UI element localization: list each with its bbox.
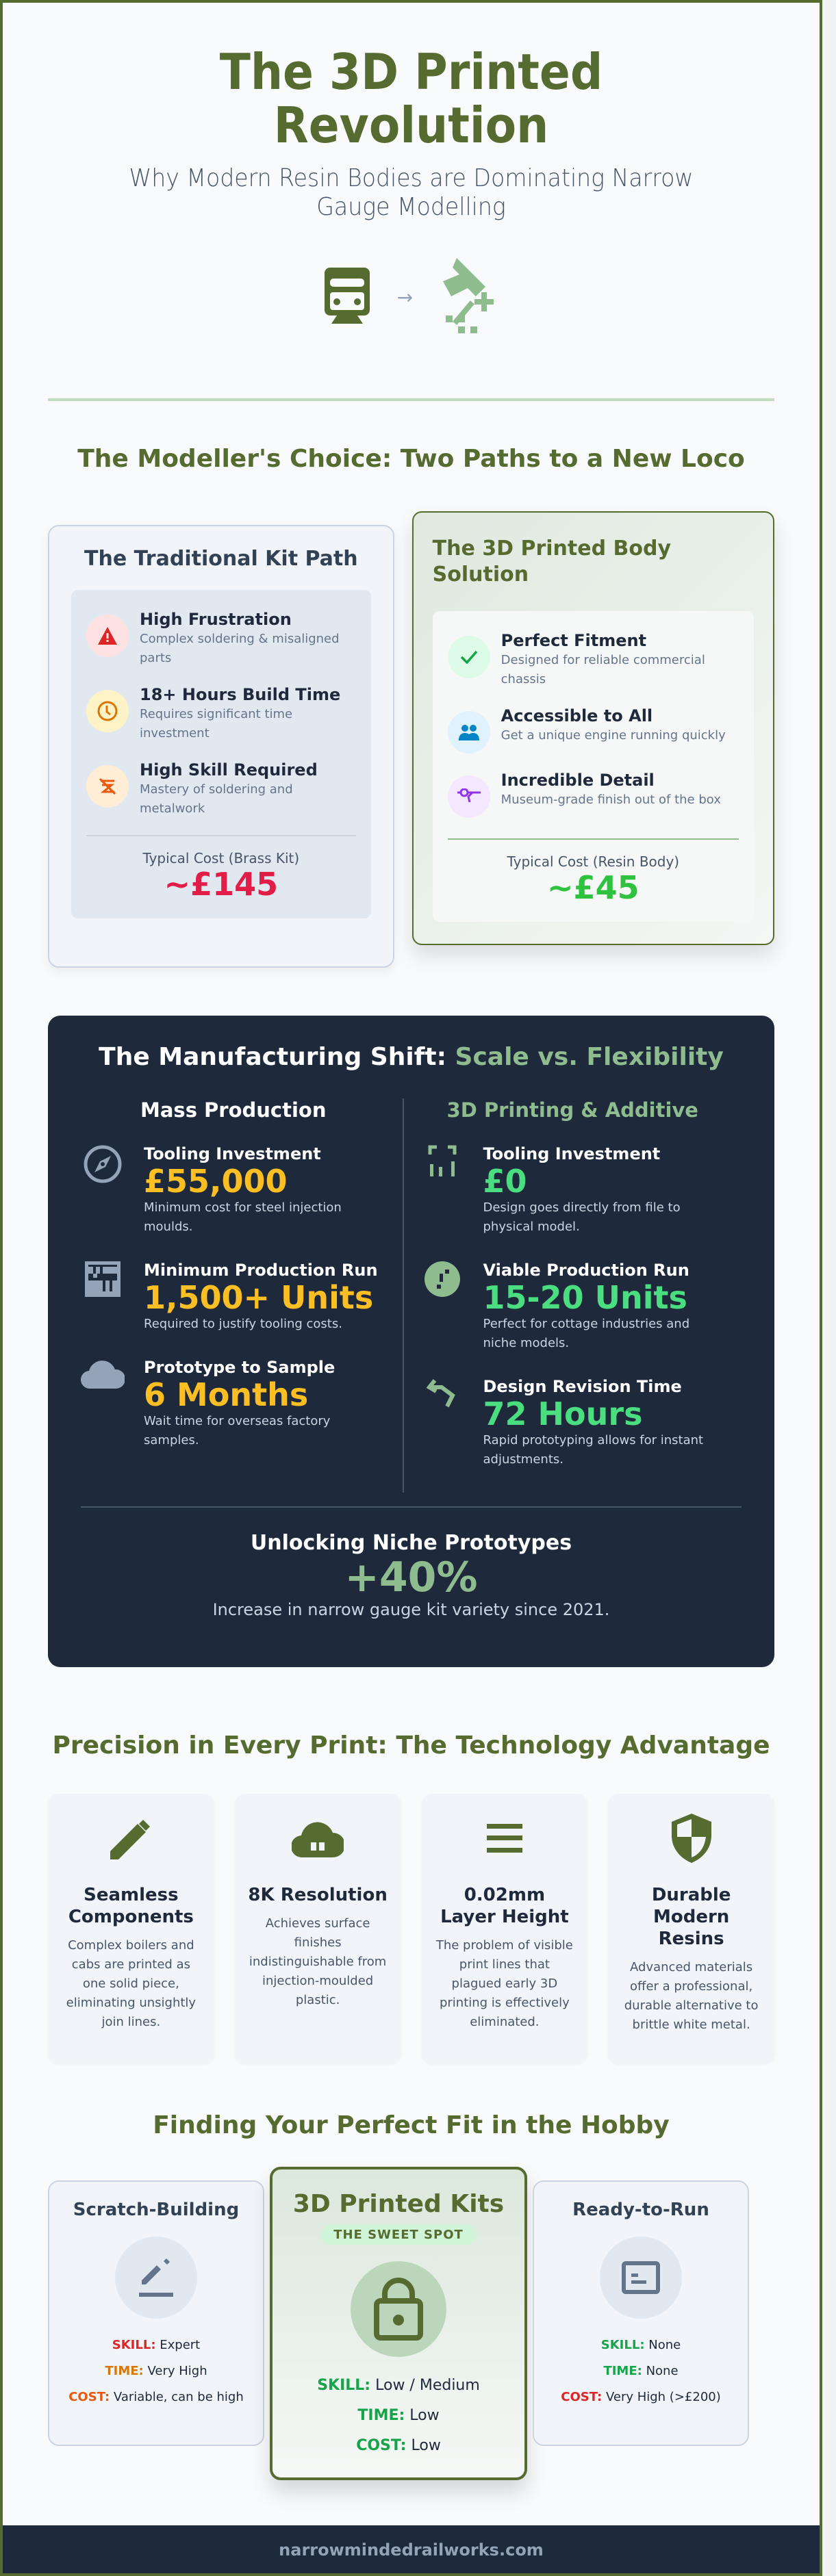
compass-icon — [81, 1144, 125, 1237]
sweet-spot-badge: THE SWEET SPOT — [321, 2225, 476, 2245]
manufacturing-section: The Manufacturing Shift: Scale vs. Flexi… — [48, 1016, 774, 1667]
feature-item: Accessible to All Get a unique engine run… — [447, 706, 739, 754]
site-footer: narrowmindedrailworks.com — [3, 2525, 820, 2573]
shield-icon — [620, 1814, 762, 1863]
stat-item: Design Revision Time 72 Hours Rapid protot… — [420, 1376, 726, 1469]
section-title: Precision in Every Print: The Technology… — [52, 1731, 770, 1760]
fit-card-ready-to-run: Ready-to-Run SKILL: None TIME: None COST… — [533, 2180, 749, 2446]
detail-icon — [447, 775, 490, 818]
hero-header: The 3D Printed Revolution Why Modern Res… — [48, 3, 774, 401]
warning-icon — [86, 615, 129, 657]
edit-icon — [115, 2237, 197, 2319]
stat-item: Viable Production Run 15-20 Units Perfect … — [420, 1260, 726, 1353]
footer-site-link[interactable]: narrowmindedrailworks.com — [279, 2540, 544, 2560]
cloud-pause-icon — [247, 1814, 389, 1862]
fit-section: Finding Your Perfect Fit in the Hobby Sc… — [48, 2111, 774, 2480]
tech-card: 0.02mm Layer Height The problem of visib… — [421, 1794, 588, 2063]
page-subtitle: Why Modern Resin Bodies are Dominating N… — [129, 164, 694, 221]
cloud-icon — [81, 1357, 125, 1450]
cost-value: ~£45 — [547, 869, 639, 906]
stat-item: Tooling Investment £0 Design goes directly… — [420, 1144, 726, 1237]
box-icon — [600, 2237, 682, 2319]
arrow-right-icon: → — [396, 285, 414, 309]
scan-icon — [420, 1144, 464, 1237]
section-title: The Manufacturing Shift: Scale vs. Flexi… — [99, 1043, 724, 1071]
skill-off-icon — [86, 765, 129, 808]
card-title: The 3D Printed Body Solution — [432, 537, 672, 587]
traditional-kit-card: The Traditional Kit Path High Frustratio… — [48, 525, 394, 968]
print-wand-icon — [440, 258, 498, 336]
layers-icon — [434, 1814, 576, 1862]
card-title: The Traditional Kit Path — [84, 547, 358, 571]
tech-card: Durable Modern Resins Advanced materials… — [608, 1794, 774, 2063]
page-title: The 3D Printed Revolution — [219, 43, 603, 154]
factory-icon — [81, 1260, 125, 1334]
cost-block: Typical Cost (Resin Body) ~£45 — [447, 838, 739, 906]
stat-item: Prototype to Sample 6 Months Wait time for… — [81, 1357, 386, 1450]
summary-stat: Unlocking Niche Prototypes +40% Increase… — [81, 1506, 742, 1619]
stat-item: Minimum Production Run 1,500+ Units Requir… — [81, 1260, 386, 1334]
feature-item: 18+ Hours Build Time Requires significant… — [86, 684, 356, 743]
lock-icon — [351, 2261, 446, 2357]
section-title: Finding Your Perfect Fit in the Hobby — [153, 2111, 670, 2139]
fit-card-3d-printed-kits: 3D Printed Kits THE SWEET SPOT SKILL: Lo… — [270, 2167, 527, 2480]
choice-section: The Modeller's Choice: Two Paths to a Ne… — [48, 445, 774, 968]
tech-card: 8K Resolution Achieves surface finishes … — [234, 1794, 401, 2063]
mass-production-column: Mass Production Tooling Investment £55,00… — [81, 1098, 404, 1493]
feature-item: Incredible Detail Museum-grade finish out… — [447, 770, 739, 818]
technology-section: Precision in Every Print: The Technology… — [48, 1731, 774, 2063]
cost-block: Typical Cost (Brass Kit) ~£145 — [86, 835, 356, 902]
stat-item: Tooling Investment £55,000 Minimum cost fo… — [81, 1144, 386, 1237]
section-title: The Modeller's Choice: Two Paths to a Ne… — [77, 445, 745, 473]
additive-column: 3D Printing & Additive Tooling Investmen… — [404, 1098, 742, 1493]
feature-item: Perfect Fitment Designed for reliable com… — [447, 630, 739, 689]
divider — [48, 398, 774, 401]
fit-card-scratch-building: Scratch-Building SKILL: Expert TIME: Ver… — [48, 2180, 264, 2446]
cost-value: ~£145 — [164, 866, 279, 903]
revision-icon — [420, 1376, 464, 1469]
hero-icon-row: → — [48, 256, 774, 338]
feature-item: High Skill Required Mastery of soldering … — [86, 760, 356, 819]
tech-card: Seamless Components Complex boilers and … — [48, 1794, 214, 2063]
feature-item: High Frustration Complex soldering & misa… — [86, 609, 356, 668]
users-icon — [447, 711, 490, 754]
pencil-icon — [60, 1814, 202, 1862]
check-icon — [447, 636, 490, 678]
cookie-icon — [420, 1260, 464, 1353]
clock-icon — [86, 690, 129, 732]
train-icon — [324, 268, 370, 326]
printed-body-card: The 3D Printed Body Solution Perfect Fit… — [411, 511, 774, 945]
